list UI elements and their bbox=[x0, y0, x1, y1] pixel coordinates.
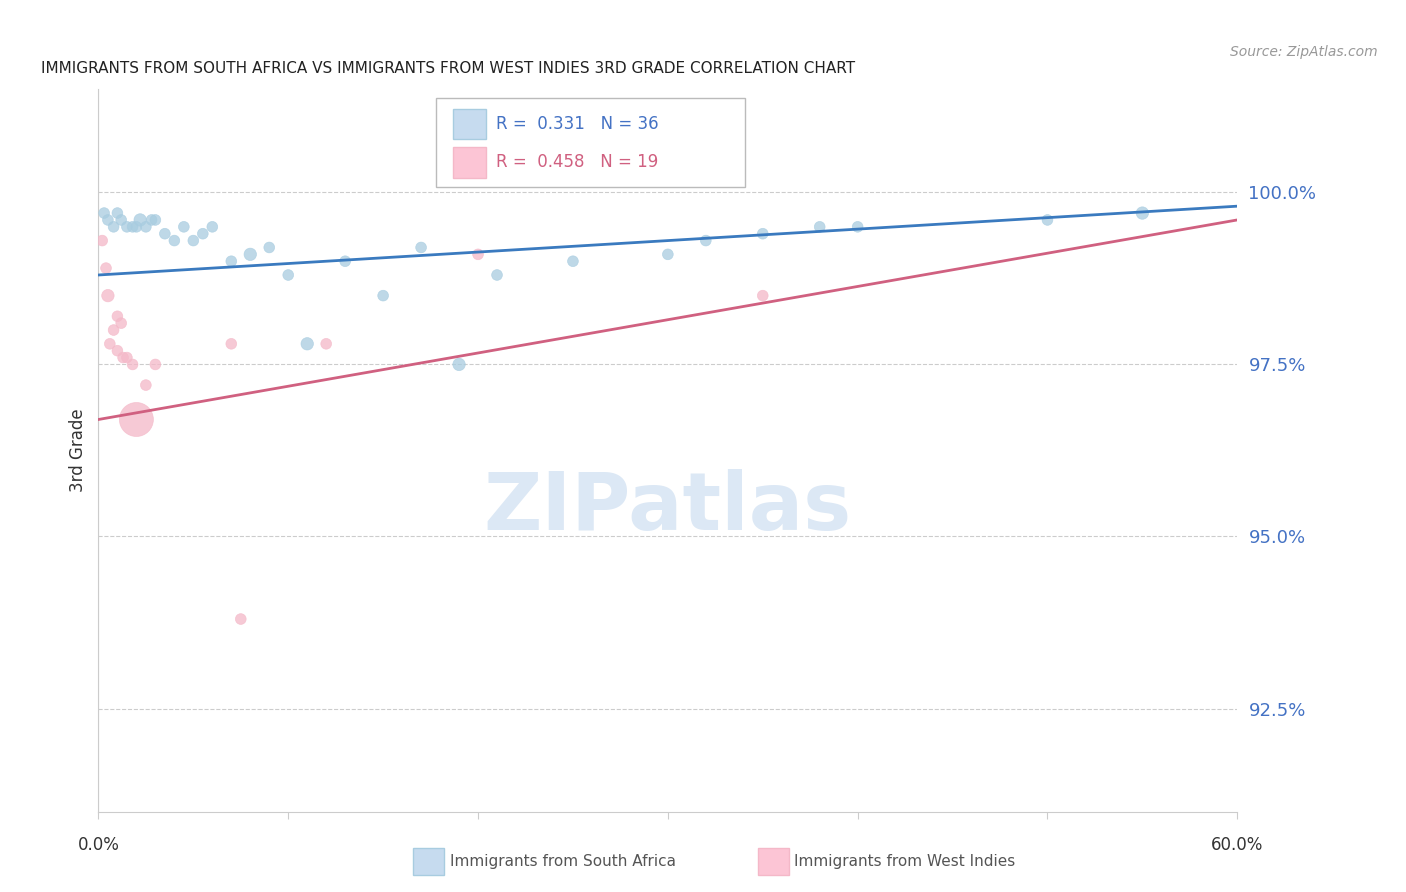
Point bbox=[121, 219, 143, 234]
Point bbox=[129, 213, 152, 227]
Text: 0.0%: 0.0% bbox=[77, 836, 120, 854]
Point bbox=[808, 219, 831, 234]
Point bbox=[107, 310, 129, 324]
Point bbox=[335, 254, 357, 268]
Point bbox=[103, 323, 125, 337]
Point bbox=[115, 219, 138, 234]
Text: ZIPatlas: ZIPatlas bbox=[484, 469, 852, 548]
Text: Immigrants from West Indies: Immigrants from West Indies bbox=[794, 855, 1015, 869]
Point bbox=[125, 412, 148, 426]
Text: Immigrants from South Africa: Immigrants from South Africa bbox=[450, 855, 676, 869]
Point bbox=[107, 206, 129, 220]
Point bbox=[145, 358, 167, 372]
Point bbox=[97, 288, 120, 302]
Point bbox=[91, 234, 114, 248]
Point bbox=[411, 240, 433, 254]
Point bbox=[201, 219, 224, 234]
Point bbox=[752, 288, 775, 302]
Point bbox=[277, 268, 299, 282]
Point bbox=[98, 336, 121, 351]
Point bbox=[221, 336, 243, 351]
Point bbox=[125, 219, 148, 234]
Point bbox=[259, 240, 281, 254]
Point bbox=[1132, 206, 1154, 220]
Point bbox=[115, 351, 138, 365]
Point bbox=[107, 343, 129, 358]
Point bbox=[695, 234, 717, 248]
Point bbox=[141, 213, 163, 227]
Point bbox=[447, 358, 470, 372]
Text: R =  0.458   N = 19: R = 0.458 N = 19 bbox=[496, 153, 658, 171]
Point bbox=[93, 206, 115, 220]
Text: Source: ZipAtlas.com: Source: ZipAtlas.com bbox=[1230, 45, 1378, 59]
Text: R =  0.331   N = 36: R = 0.331 N = 36 bbox=[496, 115, 659, 133]
Point bbox=[110, 213, 132, 227]
Point bbox=[297, 336, 319, 351]
Text: 60.0%: 60.0% bbox=[1211, 836, 1264, 854]
Y-axis label: 3rd Grade: 3rd Grade bbox=[69, 409, 87, 492]
Point bbox=[1036, 213, 1059, 227]
Point bbox=[110, 316, 132, 330]
Point bbox=[657, 247, 679, 261]
Point bbox=[315, 336, 337, 351]
Point bbox=[846, 219, 869, 234]
Point bbox=[94, 261, 117, 276]
Point bbox=[229, 612, 252, 626]
Point bbox=[121, 358, 143, 372]
Point bbox=[173, 219, 195, 234]
Point bbox=[145, 213, 167, 227]
Point bbox=[135, 378, 157, 392]
Point bbox=[486, 268, 509, 282]
Point bbox=[371, 288, 394, 302]
Point bbox=[183, 234, 205, 248]
Point bbox=[153, 227, 176, 241]
Point bbox=[221, 254, 243, 268]
Point bbox=[97, 213, 120, 227]
Point bbox=[191, 227, 214, 241]
Point bbox=[467, 247, 489, 261]
Point bbox=[562, 254, 585, 268]
Point bbox=[752, 227, 775, 241]
Point bbox=[163, 234, 186, 248]
Point bbox=[239, 247, 262, 261]
Text: IMMIGRANTS FROM SOUTH AFRICA VS IMMIGRANTS FROM WEST INDIES 3RD GRADE CORRELATIO: IMMIGRANTS FROM SOUTH AFRICA VS IMMIGRAN… bbox=[42, 61, 856, 76]
Point bbox=[103, 219, 125, 234]
Point bbox=[112, 351, 135, 365]
Point bbox=[135, 219, 157, 234]
